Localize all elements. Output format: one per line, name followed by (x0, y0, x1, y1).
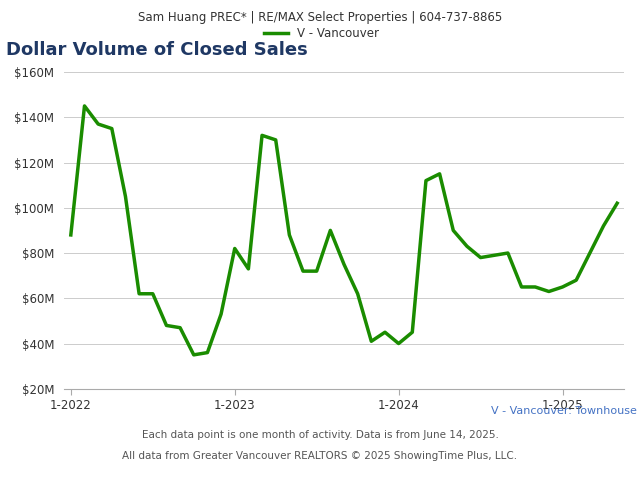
Text: Dollar Volume of Closed Sales: Dollar Volume of Closed Sales (6, 41, 308, 59)
Text: Each data point is one month of activity. Data is from June 14, 2025.: Each data point is one month of activity… (141, 430, 499, 440)
Text: Sam Huang PREC* | RE/MAX Select Properties | 604-737-8865: Sam Huang PREC* | RE/MAX Select Properti… (138, 12, 502, 24)
Text: V - Vancouver: Townhouse: V - Vancouver: Townhouse (491, 406, 637, 416)
Text: All data from Greater Vancouver REALTORS © 2025 ShowingTime Plus, LLC.: All data from Greater Vancouver REALTORS… (122, 451, 518, 461)
Legend: V - Vancouver: V - Vancouver (259, 23, 384, 45)
